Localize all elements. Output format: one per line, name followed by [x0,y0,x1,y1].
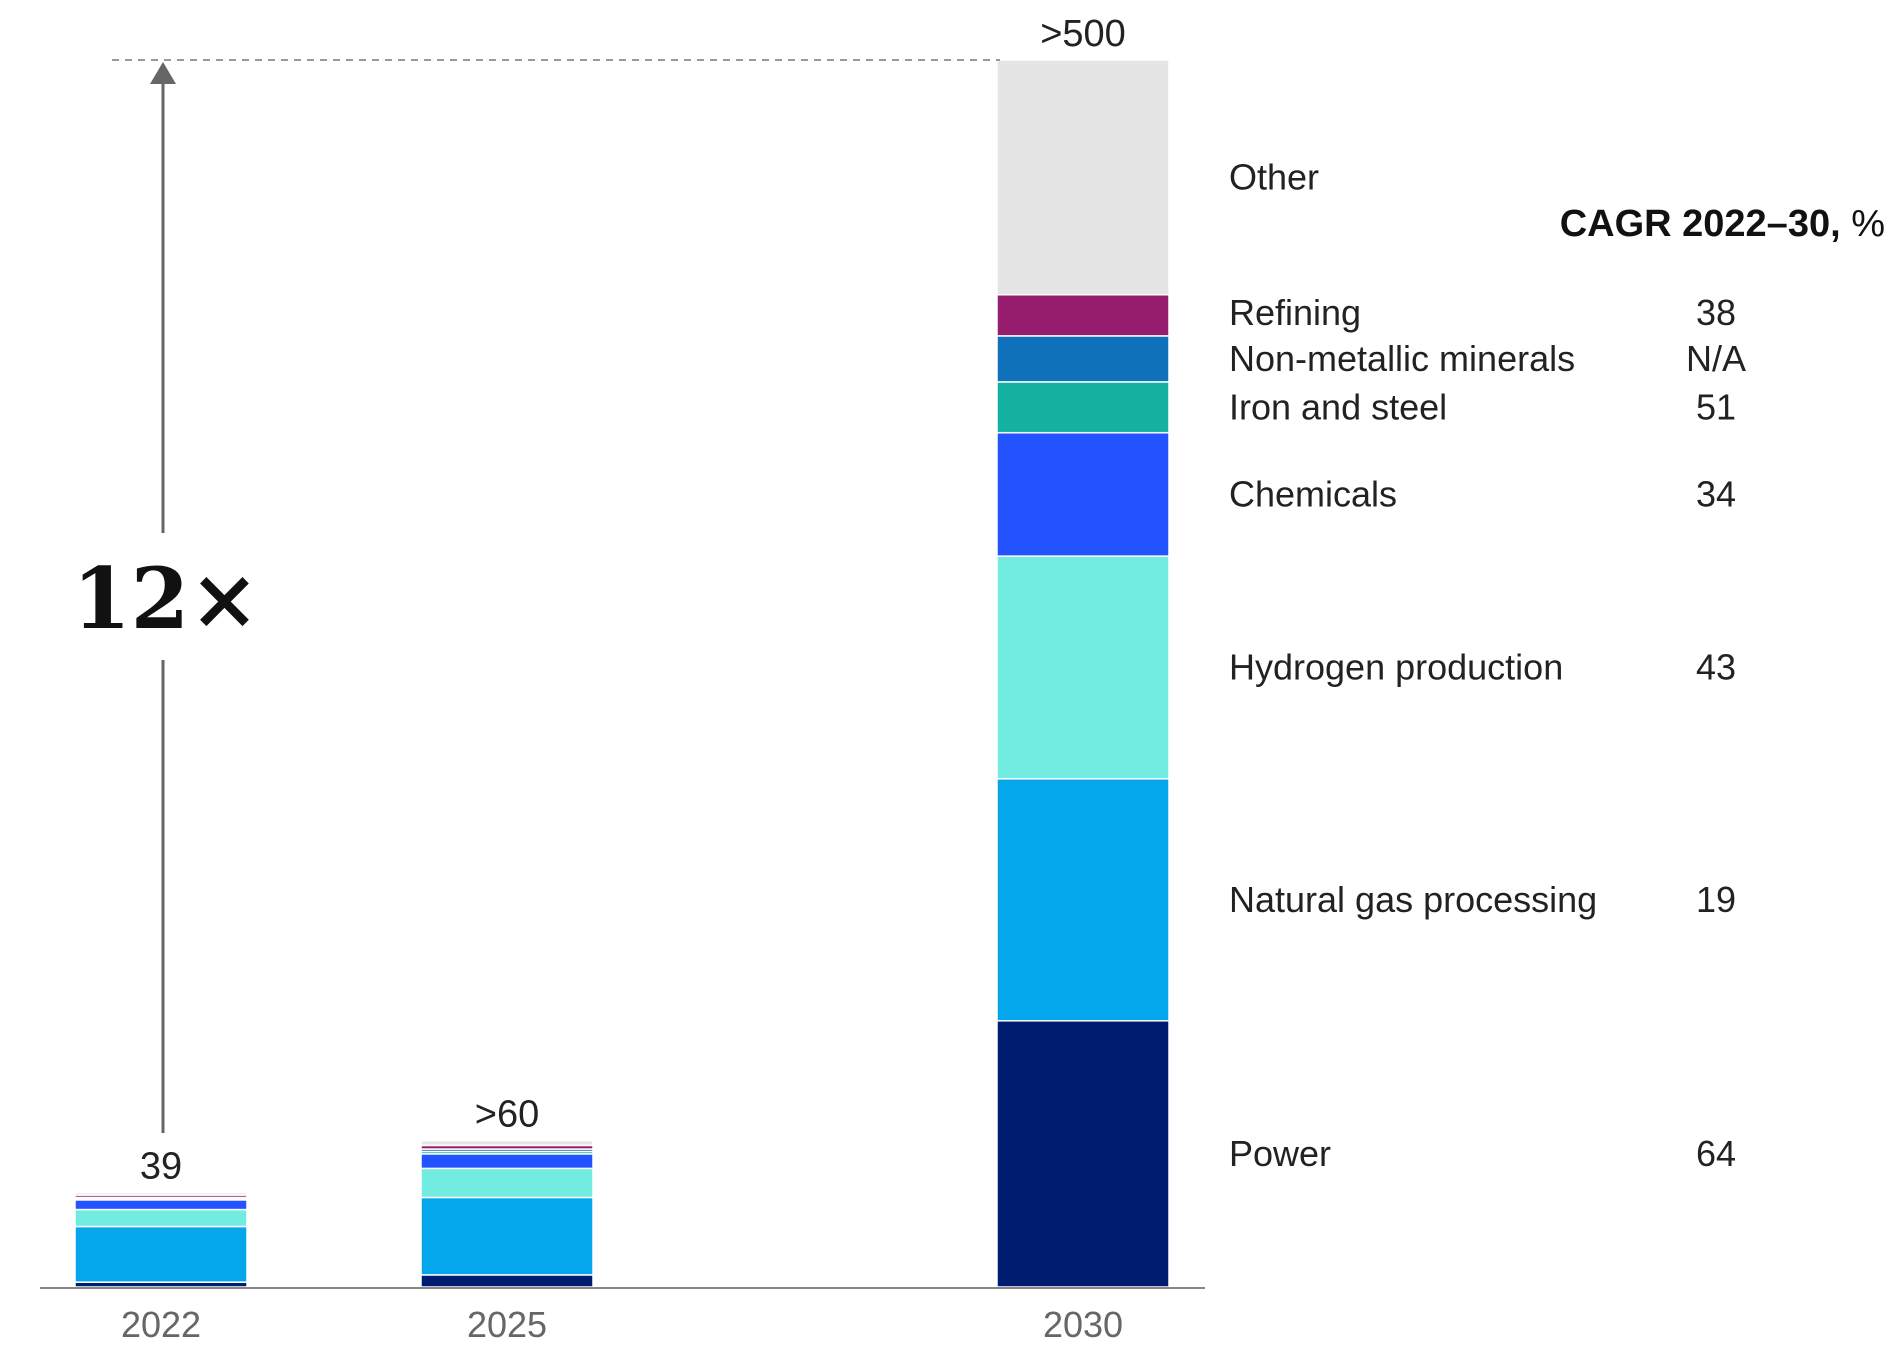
bar-segment-natural-gas-processing-2025 [420,1196,594,1276]
bar-segment-non-metallic-minerals-2030 [996,335,1170,383]
bar-segment-hydrogen-production-2025 [420,1167,594,1199]
cagr-value-refining: 38 [1696,292,1736,333]
cagr-value-hydrogen-production: 43 [1696,646,1736,687]
total-label-2022: 39 [140,1146,182,1188]
x-tick-2030: 2030 [1043,1304,1123,1345]
bar-segment-power-2025 [420,1274,594,1288]
growth-arrow-head [150,62,176,84]
legend-label-other: Other [1229,156,1319,197]
legend-label-refining: Refining [1229,292,1361,333]
growth-arrow: 12× [72,62,260,1133]
bar-segment-other-2025 [420,1139,594,1147]
bar-segment-natural-gas-processing-2022 [74,1225,248,1283]
cagr-value-natural-gas-processing: 19 [1696,879,1736,920]
bar-segment-chemicals-2030 [996,431,1170,557]
cagr-values: 64 19 43 34 51 N/A 38 [1686,292,1746,1174]
bar-segment-other-2030 [996,59,1170,296]
bar-segment-chemicals-2022 [74,1199,248,1211]
legend-label-chemicals: Chemicals [1229,473,1397,514]
bar-segment-other-2022 [74,1191,248,1196]
legend-label-hydrogen-production: Hydrogen production [1229,646,1563,687]
cagr-value-chemicals: 34 [1696,473,1736,514]
bar-segment-iron-and-steel-2030 [996,381,1170,434]
bar-segment-power-2030 [996,1020,1170,1288]
growth-multiple-label: 12× [72,549,259,648]
cagr-value-non-metallic-minerals: N/A [1686,338,1746,379]
bar-segment-natural-gas-processing-2030 [996,778,1170,1022]
legend-label-power: Power [1229,1133,1331,1174]
bar-segment-hydrogen-production-2030 [996,555,1170,780]
total-labels: 39 >60 >500 [140,13,1126,1188]
cagr-header: CAGR 2022–30, % [1560,203,1885,245]
legend-label-natural-gas-processing: Natural gas processing [1229,879,1597,920]
cagr-header-unit: % [1841,203,1885,245]
bar-group [74,59,1170,1288]
cagr-value-power: 64 [1696,1133,1736,1174]
cagr-value-iron-and-steel: 51 [1696,386,1736,427]
total-label-2030: >500 [1040,13,1126,55]
legend-label-iron-and-steel: Iron and steel [1229,386,1447,427]
legend-label-non-metallic-minerals: Non-metallic minerals [1229,338,1575,379]
legend: Power Natural gas processing Hydrogen prod… [1229,156,1597,1174]
bar-segment-hydrogen-production-2022 [74,1208,248,1228]
bar-segment-refining-2030 [996,294,1170,337]
cagr-header-bold: CAGR 2022–30, [1560,203,1841,245]
x-tick-2025: 2025 [467,1304,547,1345]
bar-segment-chemicals-2025 [420,1153,594,1170]
total-label-2025: >60 [475,1094,539,1136]
x-tick-2022: 2022 [121,1304,201,1345]
x-tick-labels: 2022 2025 2030 [121,1304,1123,1345]
